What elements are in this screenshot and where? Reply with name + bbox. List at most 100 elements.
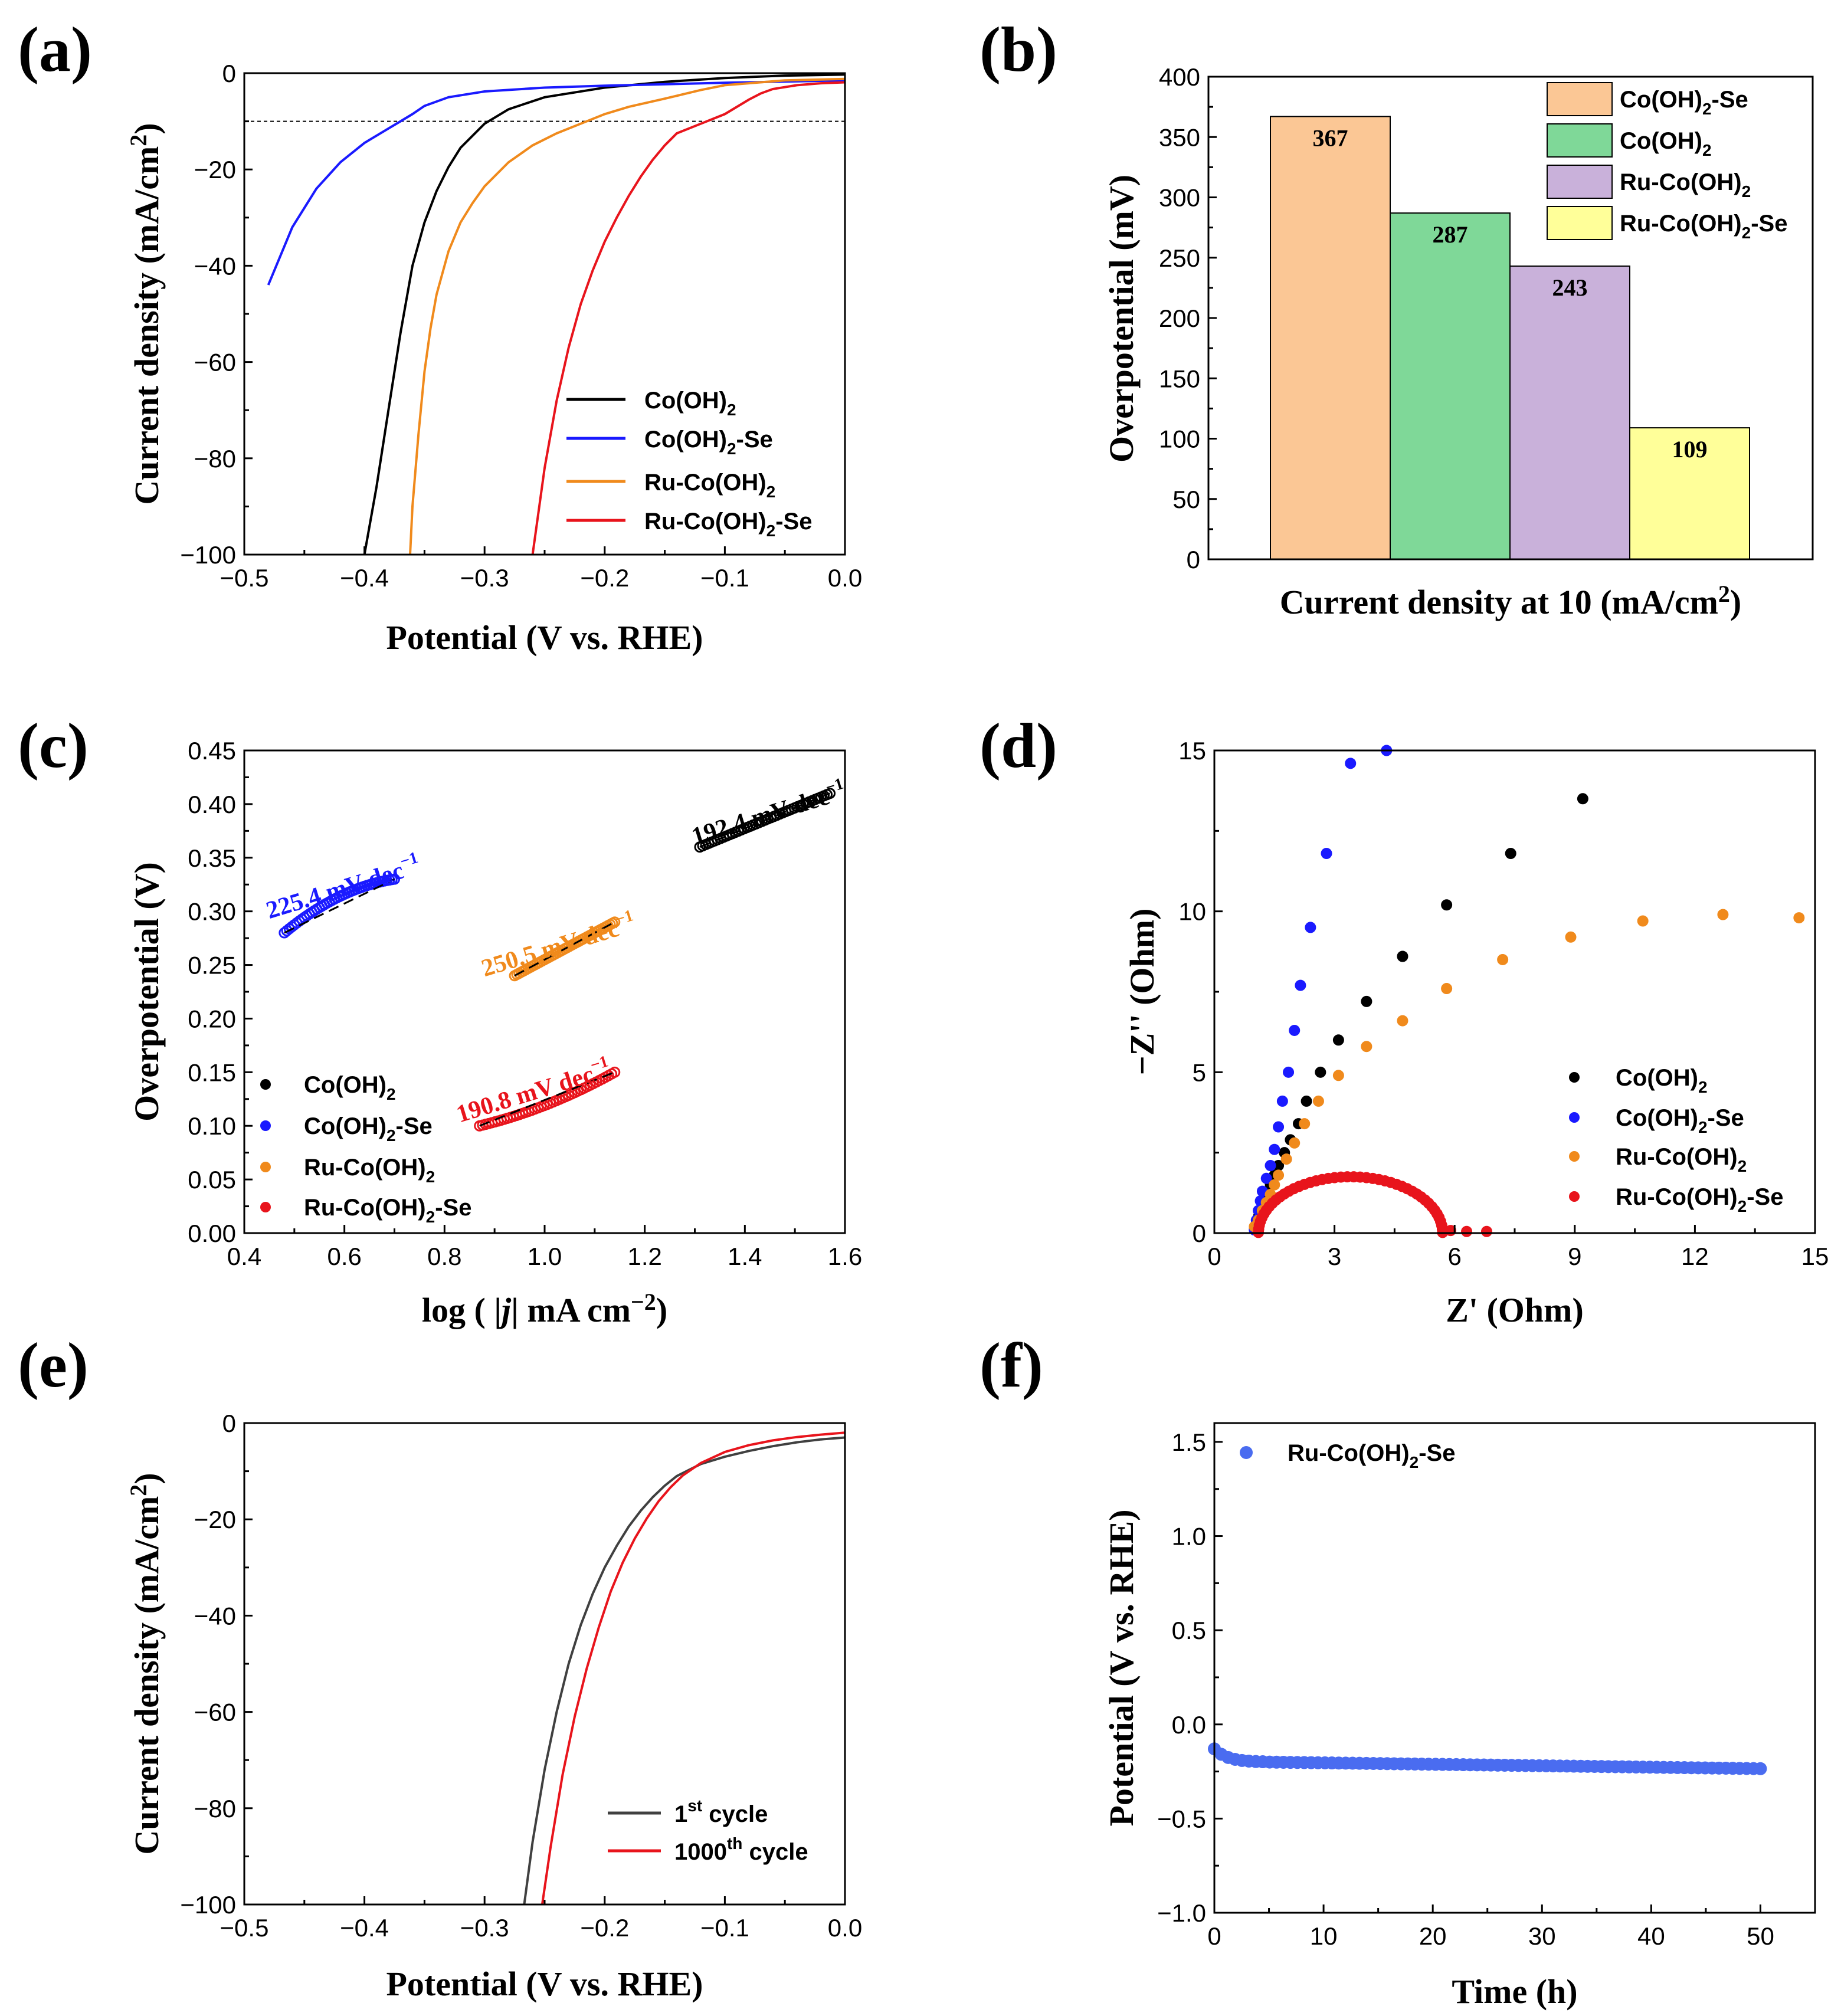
- panel-d-ticks: 0 3 6 9 12 15 0 5 10 15: [1178, 737, 1829, 1270]
- panel-a-xtick-label: −0.2: [580, 564, 629, 592]
- bar-value-label-co-oh-2-se: 367: [1313, 124, 1348, 151]
- panel-f-ytick-label: 0.5: [1172, 1617, 1206, 1644]
- legend-label-c-co-oh-2: Co(OH)2: [304, 1072, 396, 1103]
- data-point-d-ru-co-oh-2: [1312, 1095, 1324, 1107]
- panel-label-d: (d): [980, 711, 1057, 781]
- legend-label-c-ru-co-oh-2: Ru-Co(OH)2: [304, 1155, 435, 1186]
- legend-swatch-bar-ru-co-oh-2-se: [1547, 206, 1613, 240]
- legend-label-c-ru-co-oh-2-se: Ru-Co(OH)2-Se: [304, 1195, 471, 1226]
- panel-a-ytick-label: −20: [194, 156, 236, 183]
- panel-b-ticks: 0 50 100 150 200 250 300 350 400: [1159, 63, 1217, 573]
- legend-marker-c-co-oh-2: [260, 1079, 271, 1090]
- panel-f-ticks: 0 10 20 30 40 50 −1.0 −0.5 0.0 0.5 1.0 1.5: [1157, 1428, 1774, 1950]
- panel-c-plot: [279, 788, 836, 1132]
- panel-a-ytick-label: −100: [180, 541, 236, 569]
- data-point-d-ru-co-oh-2: [1280, 1153, 1292, 1165]
- panel-label-b: (b): [980, 15, 1057, 85]
- panel-b-ytick-label: 0: [1187, 546, 1200, 573]
- panel-f-xlabel: Time (h): [1452, 1972, 1577, 2011]
- data-point-d-co-oh-2: [1441, 899, 1453, 911]
- series-points-c-co-oh-2-se: [279, 873, 400, 939]
- bar-ru-co-oh-2: [1509, 265, 1630, 560]
- panel-c-xtick-label: 1.0: [528, 1243, 562, 1270]
- legend-marker-d-co-oh-2: [1569, 1072, 1580, 1083]
- data-point-d-co-oh-2: [1301, 1095, 1312, 1107]
- panel-c-ytick-label: 0.00: [188, 1220, 236, 1247]
- data-point-d-ru-co-oh-2: [1397, 1015, 1408, 1027]
- series-line-a-co-oh-2-se: [267, 79, 846, 286]
- legend-marker-d-co-oh-2-se: [1569, 1112, 1580, 1123]
- panel-f-frame: [1213, 1422, 1816, 1914]
- data-point-d-ru-co-oh-2: [1793, 912, 1805, 924]
- panel-e-xtick-label: −0.4: [340, 1914, 389, 1942]
- panel-d-xtick-label: 6: [1448, 1243, 1462, 1270]
- panel-c-ticks: 0.4 0.6 0.8 1.0 1.2 1.4 1.6 0.00 0.05 0.10 0.15 0.2…: [188, 737, 862, 1270]
- panel-e-ytick-label: −40: [194, 1602, 236, 1630]
- data-point-d-co-oh-2-se: [1269, 1143, 1280, 1155]
- data-point-d-ru-co-oh-2: [1289, 1137, 1301, 1149]
- panel-d-ytick-label: 0: [1193, 1220, 1206, 1247]
- data-point-c-ru-co-oh-2-se: [609, 1066, 621, 1078]
- legend-label-bar-co-oh-2: Co(OH)2: [1620, 128, 1712, 159]
- legend-label-c-co-oh-2-se: Co(OH)2-Se: [304, 1113, 433, 1145]
- legend-label-1000th-cycle: 1000th cycle: [674, 1834, 808, 1865]
- data-point-d-ru-co-oh-2: [1273, 1169, 1285, 1181]
- fit-line-c-co-oh-2-se: [284, 878, 395, 934]
- panel-c-ytick-label: 0.10: [188, 1112, 236, 1140]
- panel-b-ytick-label: 400: [1159, 63, 1200, 91]
- panel-c-legend: Co(OH)2 Co(OH)2-Se Ru-Co(OH)2 Ru-Co(OH)2…: [260, 1072, 471, 1226]
- panel-b-xlabel: Current density at 10 (mA/cm2): [1280, 581, 1741, 621]
- panel-a-ytick-label: −40: [194, 252, 236, 280]
- panel-d-ytick-label: 5: [1193, 1058, 1206, 1086]
- legend-swatch-bar-co-oh-2-se: [1547, 82, 1613, 116]
- panel-c-xtick-label: 1.6: [828, 1243, 862, 1270]
- panel-label-f: (f): [980, 1330, 1043, 1401]
- panel-a-xtick-label: −0.4: [340, 564, 389, 592]
- data-point-d-co-oh-2-se: [1283, 1066, 1295, 1078]
- panel-d-xtick-label: 0: [1207, 1243, 1221, 1270]
- panel-a-ticks: −0.5 −0.4 −0.3 −0.2 −0.1 0.0 −100 −80 −60 −40 −20 0: [180, 60, 862, 592]
- panel-c-ytick-label: 0.35: [188, 844, 236, 872]
- panel-b-plot: 367 287 243 109: [1270, 116, 1750, 560]
- panel-e-xlabel: Potential (V vs. RHE): [386, 1965, 703, 2003]
- legend-marker-f-ru-co-oh-2-se: [1240, 1446, 1253, 1459]
- panel-d-xtick-label: 12: [1681, 1243, 1709, 1270]
- legend-label-bar-co-oh-2-se: Co(OH)2-Se: [1620, 87, 1748, 118]
- panel-d-ylabel: −Z'' (Ohm): [1123, 909, 1161, 1076]
- panel-c-ytick-label: 0.25: [188, 952, 236, 979]
- panel-c-xtick-label: 0.4: [227, 1243, 261, 1270]
- data-point-d-co-oh-2: [1577, 793, 1588, 805]
- panel-a-legend: Co(OH)2 Co(OH)2-Se Ru-Co(OH)2 Ru-Co(OH)2…: [566, 388, 812, 540]
- panel-a-xtick-label: −0.1: [700, 564, 749, 592]
- panel-label-c: (c): [18, 711, 89, 781]
- panel-b-ytick-label: 200: [1159, 304, 1200, 332]
- data-point-d-co-oh-2: [1361, 995, 1372, 1007]
- panel-f-plot: [1208, 1742, 1767, 1775]
- series-line-a-ru-co-oh-2-se: [531, 81, 846, 555]
- legend-label-d-ru-co-oh-2-se: Ru-Co(OH)2-Se: [1616, 1184, 1783, 1215]
- bar-ru-co-oh-2-se: [1629, 427, 1750, 560]
- panel-a-xlabel: Potential (V vs. RHE): [386, 618, 703, 657]
- series-line-e-1000th-cycle: [540, 1431, 846, 1905]
- bar-co-oh-2: [1390, 212, 1511, 560]
- data-point-d-ru-co-oh-2: [1332, 1070, 1344, 1081]
- data-point-f-ru-co-oh-2-se: [1754, 1762, 1767, 1775]
- data-point-d-co-oh-2-se: [1289, 1024, 1301, 1036]
- panel-e-ytick-label: −20: [194, 1506, 236, 1533]
- panel-c-ytick-label: 0.40: [188, 791, 236, 818]
- panel-e-xtick-label: −0.1: [700, 1914, 749, 1942]
- data-point-d-co-oh-2-se: [1321, 848, 1332, 860]
- panel-b-legend: Co(OH)2-Se Co(OH)2 Ru-Co(OH)2 Ru-Co(OH)2…: [1547, 82, 1787, 242]
- data-point-d-co-oh-2: [1505, 848, 1516, 860]
- panel-label-e: (e): [18, 1330, 89, 1401]
- bar-value-label-ru-co-oh-2-se: 109: [1672, 436, 1708, 463]
- panel-b-ytick-label: 100: [1159, 425, 1200, 453]
- data-point-d-ru-co-oh-2: [1637, 915, 1649, 927]
- panel-f-legend: Ru-Co(OH)2-Se: [1240, 1440, 1455, 1471]
- panel-a-xtick-label: −0.3: [460, 564, 509, 592]
- legend-label-ru-co-oh-2-se: Ru-Co(OH)2-Se: [644, 509, 812, 540]
- data-point-d-co-oh-2: [1397, 950, 1408, 962]
- data-point-d-ru-co-oh-2: [1299, 1118, 1311, 1130]
- data-point-d-co-oh-2-se: [1295, 979, 1306, 991]
